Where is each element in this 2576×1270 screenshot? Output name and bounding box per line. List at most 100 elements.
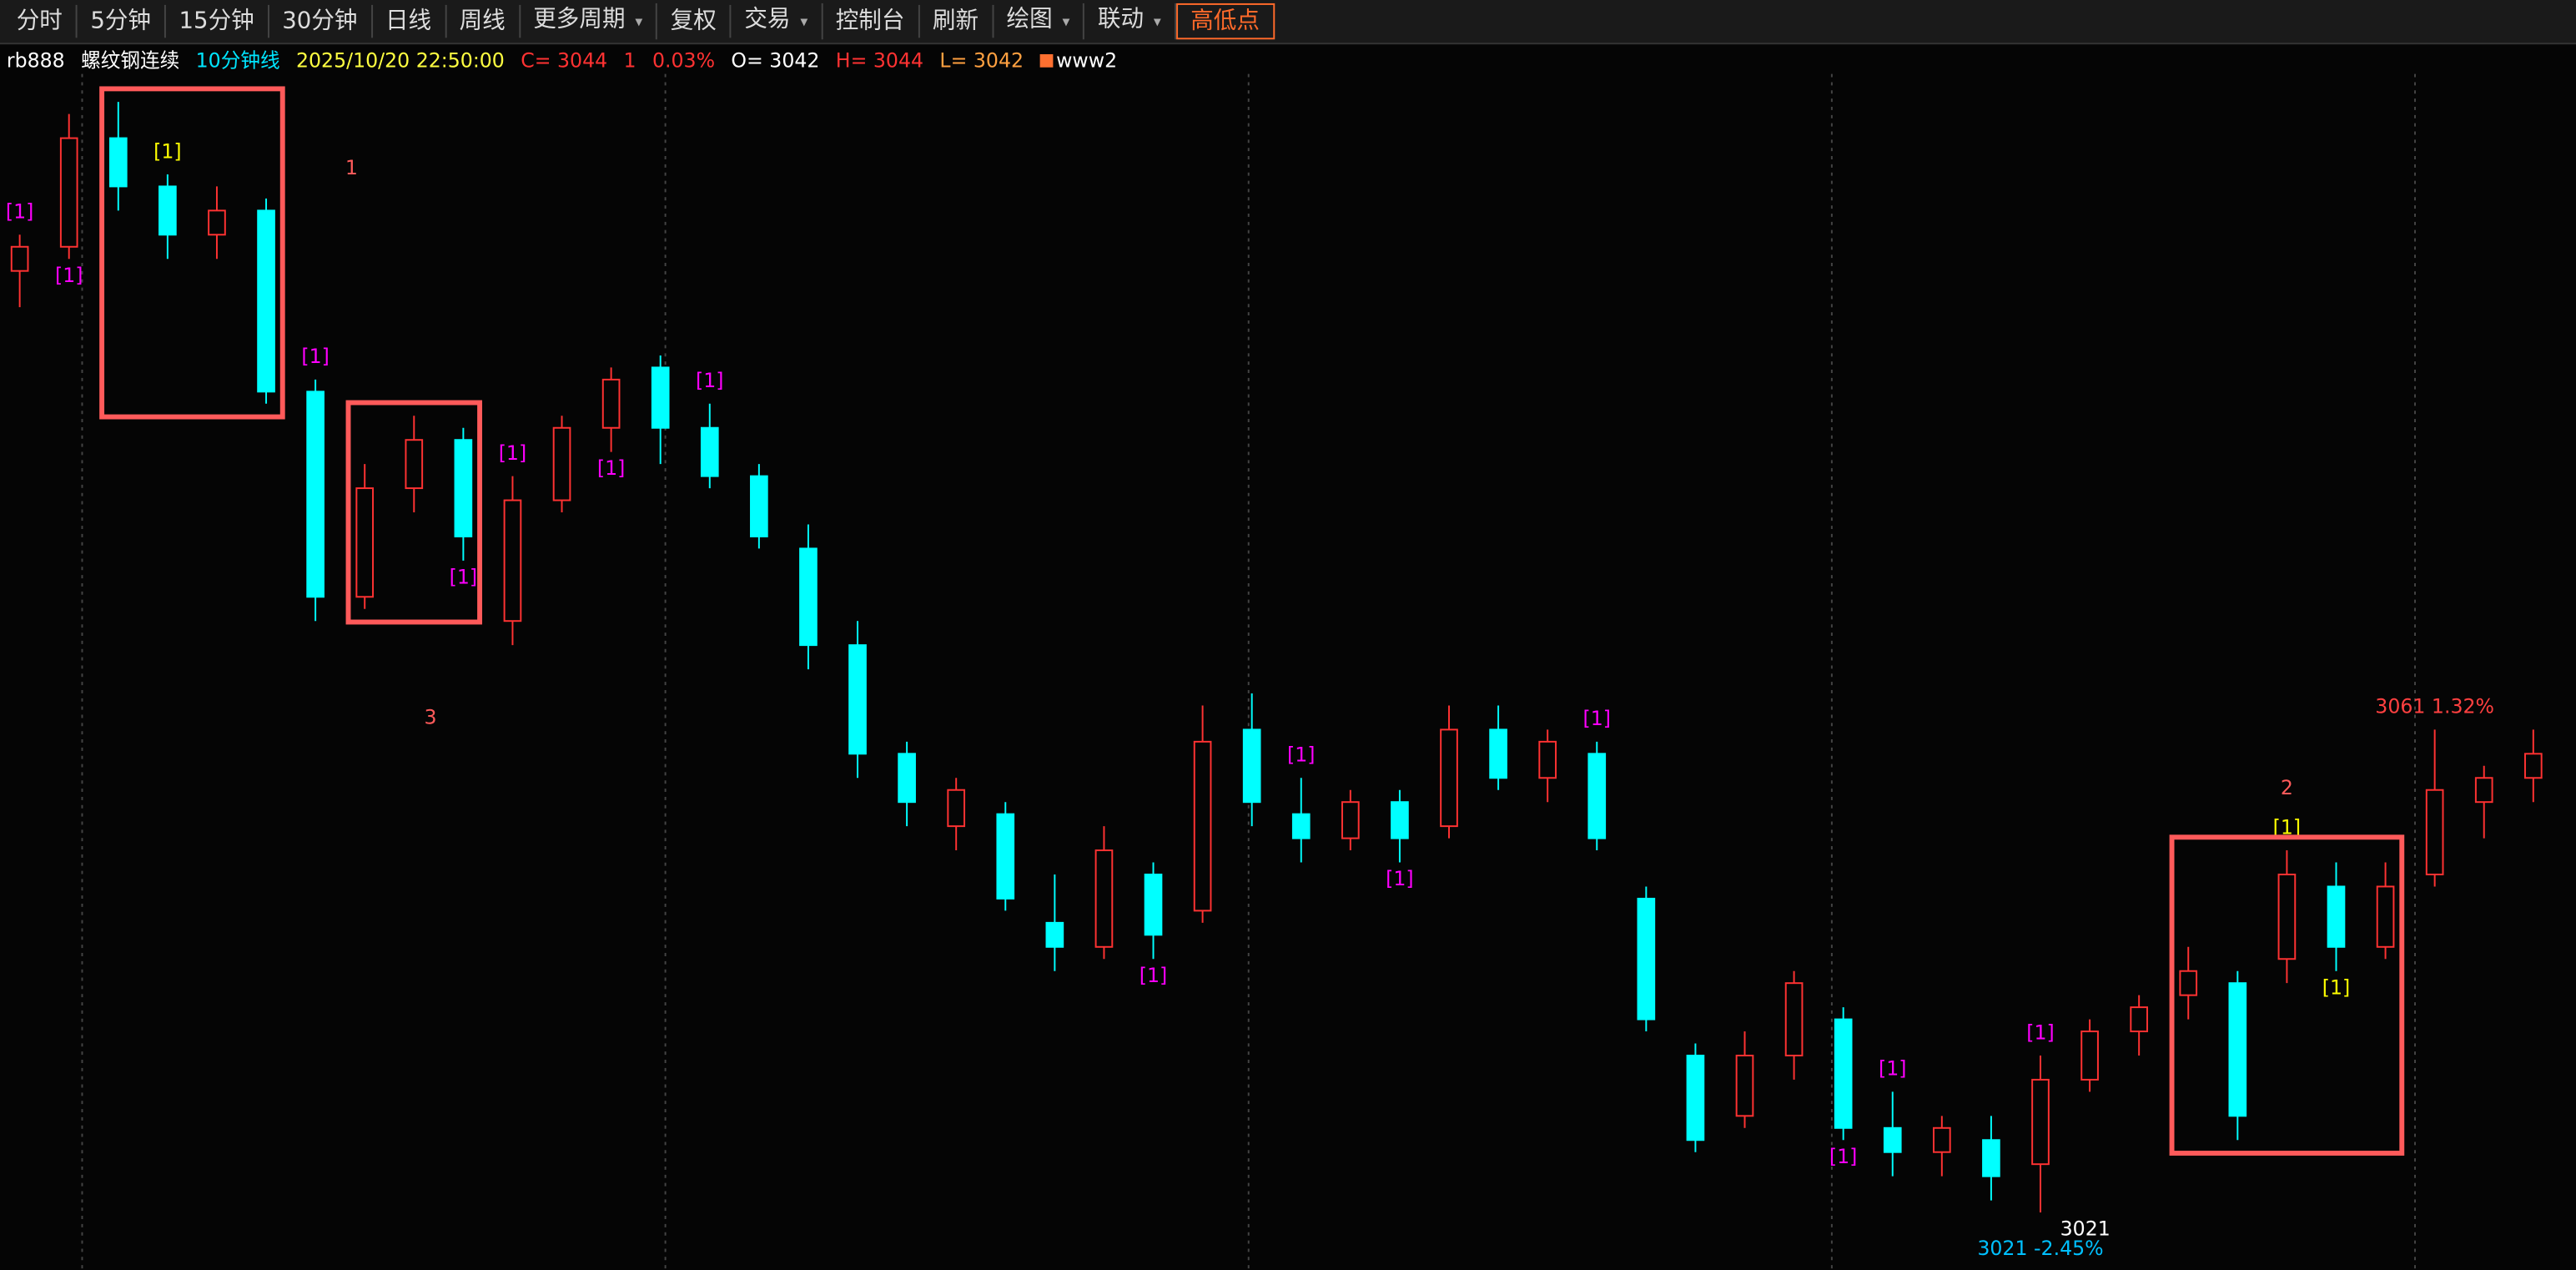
price-label: 3061 1.32%: [2375, 695, 2494, 718]
candle-body: [1932, 1126, 1951, 1153]
box-label: 3: [424, 706, 436, 729]
candle-body: [2130, 1006, 2148, 1033]
candle-body: [503, 499, 522, 622]
candle-body: [1587, 753, 1607, 839]
candle-body: [1341, 801, 1360, 839]
close: C= 3044: [521, 49, 608, 73]
toolbar-button[interactable]: 15分钟: [166, 4, 269, 38]
toolbar-button[interactable]: 分时: [3, 4, 78, 38]
candle-body: [1242, 728, 1261, 804]
candle-body: [2376, 885, 2395, 948]
candle-body: [1440, 728, 1458, 828]
toolbar-button[interactable]: 交易: [732, 3, 823, 40]
candle-body: [2327, 885, 2346, 948]
toolbar-button[interactable]: 周线: [446, 4, 521, 38]
signal-label: [1]: [6, 200, 33, 224]
signal-label: [1]: [1287, 743, 1315, 767]
toolbar-button[interactable]: 控制台: [823, 4, 920, 38]
signal-label: [1]: [499, 441, 526, 465]
signal-label: [1]: [1829, 1145, 1857, 1168]
toolbar-button[interactable]: 5分钟: [78, 4, 166, 38]
candle-body: [1193, 740, 1212, 912]
candle-body: [996, 813, 1015, 900]
candle-body: [1144, 874, 1163, 936]
toolbar-button[interactable]: 联动: [1084, 3, 1176, 40]
toolbar-button[interactable]: 刷新: [919, 4, 994, 38]
change-pct: 0.03%: [652, 49, 716, 73]
candle-body: [405, 439, 424, 490]
separators: [81, 73, 2417, 1270]
time: 2025/10/20 22:50:00: [295, 49, 505, 73]
candle-body: [2080, 1031, 2099, 1081]
toolbar-button[interactable]: 30分钟: [269, 4, 373, 38]
symbol: rb888: [6, 49, 65, 73]
signal-label: [1]: [2322, 975, 2350, 999]
candle-body: [601, 378, 621, 429]
candle-body: [2425, 789, 2444, 875]
candle-body: [2228, 982, 2247, 1117]
candle-body: [2474, 777, 2493, 804]
signal-label: [1]: [597, 456, 625, 480]
candle-body: [848, 644, 867, 755]
change: 1: [623, 49, 636, 73]
signal-label: [1]: [1583, 707, 1611, 730]
candle-body: [1735, 1054, 1754, 1117]
candle-body: [2179, 970, 2198, 996]
price-label: 3021: [2060, 1217, 2111, 1241]
toolbar-button[interactable]: 日线: [372, 4, 446, 38]
candle-body: [158, 185, 177, 236]
signal-label: [1]: [450, 565, 477, 588]
candle-body: [947, 789, 966, 828]
indicator-name: www2: [1056, 49, 1118, 73]
candle-body: [1982, 1139, 2000, 1177]
candle-body: [1883, 1126, 1902, 1153]
highlight-box: [345, 400, 483, 625]
toolbar-button[interactable]: 绘图: [994, 3, 1085, 40]
candle-body: [1538, 740, 1557, 779]
price-label: 3021 -2.45%: [1977, 1237, 2103, 1260]
candle-body: [799, 547, 818, 647]
toolbar-button[interactable]: 高低点: [1175, 3, 1275, 40]
highlight-box: [99, 86, 285, 420]
signal-label: [1]: [1386, 867, 1413, 890]
period: 10分钟线: [195, 49, 280, 73]
candle-body: [1291, 813, 1311, 839]
toolbar-button[interactable]: 更多周期: [520, 3, 657, 40]
signal-label: [1]: [1140, 964, 1167, 987]
candle-body: [2277, 874, 2297, 960]
signal-label: [1]: [2273, 815, 2301, 839]
candle-body: [2523, 753, 2543, 779]
signal-label: [1]: [55, 264, 83, 287]
candle-body: [1834, 1018, 1853, 1129]
candle-body: [257, 209, 275, 393]
box-label: 1: [345, 156, 358, 179]
candle-body: [454, 439, 473, 537]
info-bar: rb888 螺纹钢连续 10分钟线 2025/10/20 22:50:00 C=…: [7, 46, 1137, 73]
signal-label: [1]: [1879, 1057, 1906, 1081]
candle-body: [1686, 1054, 1705, 1141]
candle-body: [208, 209, 226, 236]
candle-body: [898, 753, 916, 804]
toolbar-button[interactable]: 复权: [657, 4, 732, 38]
candle-body: [1094, 849, 1114, 948]
indicator: www2: [1039, 49, 1127, 73]
highlight-box: [2169, 834, 2405, 1156]
candle-body: [552, 426, 571, 501]
candle-body: [355, 487, 375, 598]
candle-body: [108, 137, 128, 188]
candle-body: [306, 391, 325, 598]
candle-body: [2031, 1078, 2050, 1166]
candle-body: [1045, 921, 1064, 948]
open: O= 3042: [731, 49, 820, 73]
candle-body: [1784, 982, 1804, 1056]
candle-body: [750, 475, 768, 537]
low: L= 3042: [939, 49, 1024, 73]
candle-body: [1637, 897, 1656, 1021]
high: H= 3044: [835, 49, 924, 73]
candle-body: [1391, 801, 1409, 839]
signal-label: [1]: [153, 139, 181, 163]
toolbar: 分时5分钟15分钟30分钟日线周线更多周期复权交易控制台刷新绘图联动高低点: [0, 0, 2576, 45]
candle-body: [10, 245, 29, 272]
